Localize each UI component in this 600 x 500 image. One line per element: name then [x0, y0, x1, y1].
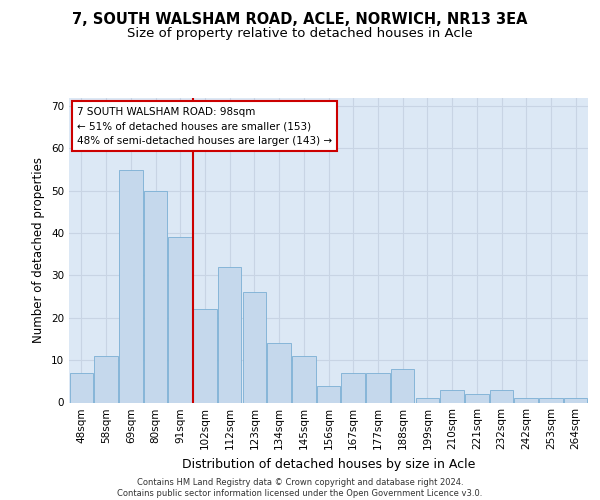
Bar	[119, 170, 143, 402]
Bar	[268, 343, 291, 402]
Bar	[218, 267, 241, 402]
Text: Contains HM Land Registry data © Crown copyright and database right 2024.
Contai: Contains HM Land Registry data © Crown c…	[118, 478, 482, 498]
Bar	[514, 398, 538, 402]
Bar	[366, 373, 389, 402]
Bar	[292, 356, 316, 403]
Bar	[317, 386, 340, 402]
Y-axis label: Number of detached properties: Number of detached properties	[32, 157, 46, 343]
Text: 7, SOUTH WALSHAM ROAD, ACLE, NORWICH, NR13 3EA: 7, SOUTH WALSHAM ROAD, ACLE, NORWICH, NR…	[72, 12, 528, 28]
Bar	[94, 356, 118, 403]
Bar	[465, 394, 488, 402]
Bar	[70, 373, 93, 402]
X-axis label: Distribution of detached houses by size in Acle: Distribution of detached houses by size …	[182, 458, 475, 471]
Text: 7 SOUTH WALSHAM ROAD: 98sqm
← 51% of detached houses are smaller (153)
48% of se: 7 SOUTH WALSHAM ROAD: 98sqm ← 51% of det…	[77, 106, 332, 146]
Bar	[490, 390, 513, 402]
Bar	[341, 373, 365, 402]
Bar	[539, 398, 563, 402]
Bar	[242, 292, 266, 403]
Bar	[440, 390, 464, 402]
Bar	[169, 238, 192, 402]
Bar	[391, 368, 415, 402]
Bar	[416, 398, 439, 402]
Text: Size of property relative to detached houses in Acle: Size of property relative to detached ho…	[127, 28, 473, 40]
Bar	[564, 398, 587, 402]
Bar	[144, 190, 167, 402]
Bar	[193, 310, 217, 402]
